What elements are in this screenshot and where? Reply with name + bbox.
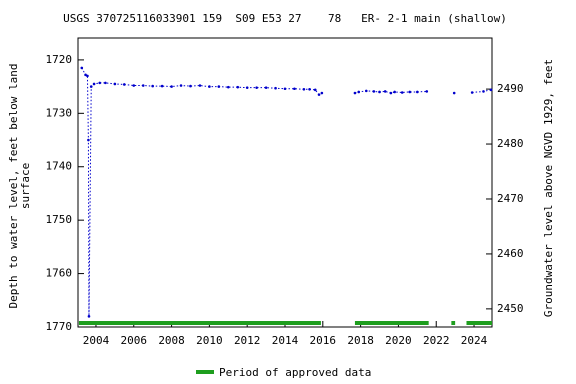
x-tick-label: 2020 — [385, 334, 412, 347]
data-point — [313, 88, 317, 92]
data-point — [408, 90, 412, 94]
data-point — [308, 87, 311, 91]
data-point — [179, 84, 183, 87]
approved-period — [354, 321, 429, 325]
data-point — [113, 82, 117, 86]
data-point — [92, 82, 96, 86]
y-tick-label: 1720 — [46, 53, 73, 66]
y-axis-label: surface — [19, 163, 32, 209]
data-point — [383, 90, 387, 93]
data-point — [372, 90, 376, 93]
data-point — [151, 84, 154, 88]
y2-tick-label: 2470 — [497, 192, 524, 205]
data-point — [132, 84, 136, 87]
data-point — [400, 91, 404, 94]
data-point — [364, 89, 368, 93]
data-point — [293, 87, 296, 91]
data-point — [255, 86, 258, 89]
data-point — [357, 90, 361, 94]
x-tick-label: 2022 — [423, 334, 450, 347]
data-point — [98, 81, 102, 85]
data-point — [416, 90, 419, 94]
data-point — [84, 73, 87, 77]
x-tick-label: 2004 — [83, 334, 110, 347]
data-point — [80, 66, 84, 70]
data-point — [389, 91, 393, 95]
x-tick-label: 2014 — [272, 334, 299, 347]
x-tick-label: 2024 — [461, 334, 488, 347]
legend-label: Period of approved data — [219, 366, 371, 379]
data-point — [393, 90, 396, 94]
y2-tick-label: 2480 — [497, 137, 524, 150]
data-point — [87, 138, 90, 142]
series-line — [81, 67, 492, 317]
y-tick-label: 1740 — [46, 160, 73, 173]
y-tick-label: 1760 — [46, 267, 73, 280]
chart-title: USGS 370725116033901 159 S09 E53 27 78 E… — [63, 12, 507, 25]
data-point — [104, 81, 107, 85]
plot-frame — [77, 37, 493, 328]
approved-period — [78, 321, 321, 325]
y2-tick-label: 2490 — [497, 82, 524, 95]
y2-tick-label: 2460 — [497, 247, 524, 260]
y2-axis-label: Groundwater level above NGVD 1929, feet — [542, 59, 555, 317]
x-tick-label: 2008 — [158, 334, 185, 347]
approved-period — [466, 321, 492, 325]
data-point — [208, 85, 211, 88]
data-point — [170, 85, 173, 88]
y-tick-label: 1770 — [46, 320, 73, 333]
data-point — [320, 91, 324, 95]
data-point — [482, 90, 485, 93]
data-point — [452, 91, 456, 95]
data-point — [189, 84, 192, 88]
y2-tick-label: 2450 — [497, 302, 524, 315]
data-point — [353, 91, 357, 95]
data-point — [264, 86, 268, 89]
data-point — [87, 315, 91, 318]
x-tick-label: 2016 — [310, 334, 337, 347]
data-point — [141, 84, 145, 87]
data-point — [489, 88, 493, 92]
data-point — [274, 86, 277, 90]
data-point — [302, 87, 306, 91]
data-point — [378, 90, 381, 94]
y-axis-label: Depth to water level, feet below land — [7, 63, 20, 308]
data-point — [198, 84, 202, 87]
data-point — [236, 85, 240, 89]
data-point — [123, 83, 126, 86]
data-point — [89, 85, 93, 88]
y-tick-label: 1750 — [46, 213, 73, 226]
data-point — [160, 84, 164, 88]
data-point — [226, 85, 230, 89]
data-point — [317, 93, 321, 96]
data-point — [217, 85, 221, 88]
data-point — [470, 91, 474, 94]
data-point — [86, 74, 89, 78]
x-tick-label: 2010 — [196, 334, 223, 347]
x-tick-label: 2018 — [347, 334, 374, 347]
y-tick-label: 1730 — [46, 106, 73, 119]
x-tick-label: 2012 — [234, 334, 261, 347]
x-tick-label: 2006 — [121, 334, 148, 347]
data-point — [425, 90, 429, 93]
approved-period — [451, 321, 456, 325]
data-point — [283, 87, 287, 91]
data-point — [245, 86, 249, 89]
